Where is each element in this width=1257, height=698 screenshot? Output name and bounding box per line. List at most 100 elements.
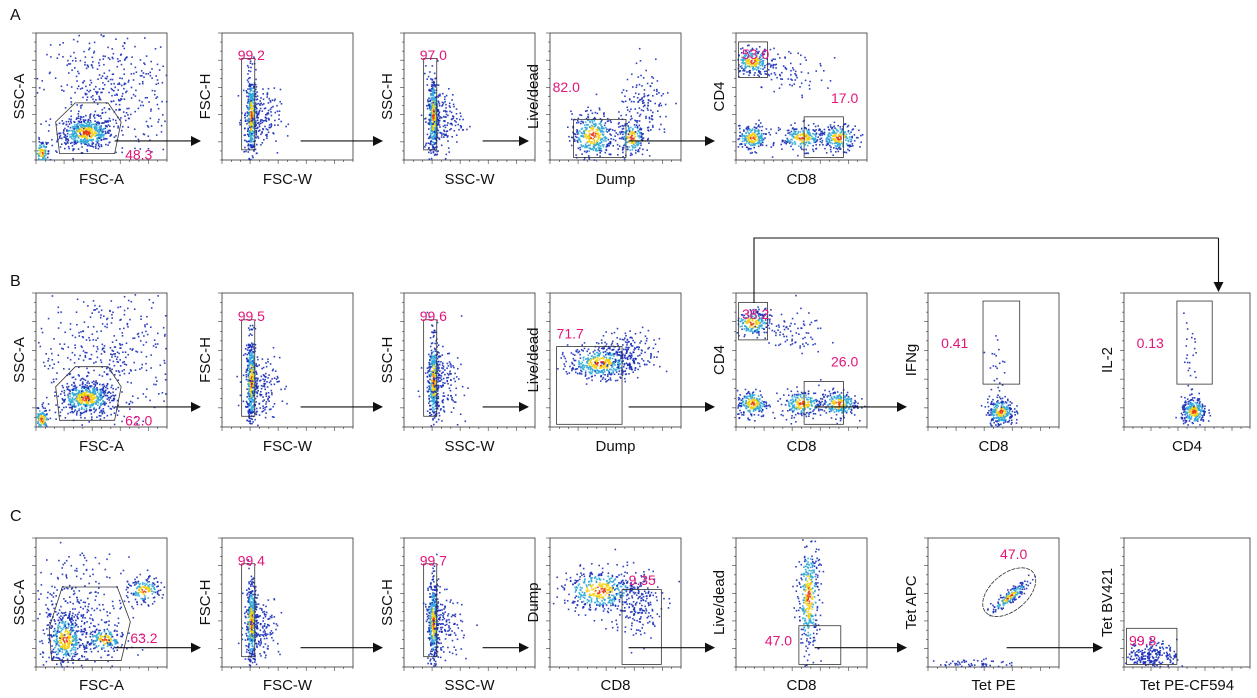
y-axis-label: Tet APC [903, 575, 920, 629]
y-axis-label: SSC-A [11, 580, 28, 626]
panel-letter-b: B [10, 273, 21, 290]
panel-letter-a: A [10, 7, 21, 24]
y-axis-label: FSC-H [197, 580, 214, 626]
dot-plot-b-5: 38.2 26.0 CD8 CD4 [711, 292, 868, 455]
x-axis-label: Tet PE-CF594 [1140, 677, 1234, 694]
gate-value: 99.7 [420, 552, 447, 568]
dot-plot-c-2: 99.4 FSC-W FSC-H [197, 537, 354, 694]
plot-frame [403, 292, 536, 428]
x-axis-label: CD8 [786, 438, 816, 455]
y-axis-label: SSC-H [379, 337, 396, 384]
x-axis-label: Dump [595, 171, 635, 188]
gate-value-cd8: 17.0 [831, 90, 858, 106]
gate-value: 47.0 [765, 632, 792, 648]
y-axis-label: Tet BV421 [1099, 568, 1116, 637]
dot-plot-c-7: 99.8 Tet PE-CF594 Tet BV421 [1099, 537, 1251, 694]
gate [1176, 300, 1213, 385]
y-axis-label: SSC-A [11, 74, 28, 120]
dot-plot-b-2: 99.5 FSC-W FSC-H [197, 292, 354, 455]
y-axis-label: IFNg [903, 344, 920, 377]
x-axis-label: FSC-A [79, 677, 124, 694]
gate [48, 586, 131, 661]
plot-frame [735, 537, 868, 668]
y-axis-label: SSC-H [379, 73, 396, 120]
gate-value: 9.35 [629, 572, 656, 588]
gate-value: 99.6 [420, 308, 447, 324]
dot-plot-c-5: 47.0 CD8 Live/dead [711, 537, 868, 694]
x-axis-label: FSC-A [79, 171, 124, 188]
x-axis-label: CD8 [786, 677, 816, 694]
plot-frame [221, 32, 354, 161]
gate-value: 97.0 [420, 47, 447, 63]
dot-plot-c-6: 47.0 Tet PE Tet APC [903, 537, 1060, 694]
x-axis-label: CD8 [978, 438, 1008, 455]
y-axis-label: Live/dead [525, 327, 542, 392]
y-axis-label: CD4 [711, 81, 728, 111]
y-axis-label: CD4 [711, 345, 728, 375]
y-axis-label: Live/dead [711, 570, 728, 635]
panel-letter-c: C [10, 508, 22, 525]
gate-cd4 [738, 41, 768, 78]
gate [423, 58, 438, 151]
gate [241, 58, 256, 151]
dot-plot-c-1: 63.2 FSC-A SSC-A [11, 537, 168, 694]
y-axis-label: Dump [525, 582, 542, 622]
x-axis-label: CD8 [786, 171, 816, 188]
gate [241, 563, 256, 658]
gate [573, 118, 627, 158]
dot-plot-b-3: 99.6 SSC-W SSC-H [379, 292, 536, 455]
x-axis-label: CD8 [600, 677, 630, 694]
gate-value: 99.4 [238, 552, 265, 568]
gate [423, 319, 438, 417]
gate [982, 300, 1021, 385]
gate-value: 62.0 [125, 413, 152, 429]
y-axis-label: SSC-A [11, 337, 28, 383]
y-axis-label: SSC-H [379, 579, 396, 626]
gate-value: 99.8 [1129, 632, 1156, 648]
dot-plot-b-6: 0.41 CD8 IFNg [903, 292, 1060, 455]
dot-plot-c-3: 99.7 SSC-W SSC-H [379, 537, 536, 694]
y-axis-label: Live/dead [525, 64, 542, 129]
dot-plot-b-4: 71.7 Dump Live/dead [525, 292, 682, 455]
x-axis-label: CD4 [1172, 438, 1202, 455]
gate-value-cd4: 38.2 [742, 306, 769, 322]
gate [55, 366, 122, 421]
y-axis-label: IL-2 [1099, 347, 1116, 373]
gate-cd8 [803, 381, 844, 425]
y-axis-label: FSC-H [197, 74, 214, 120]
plot-frame [927, 292, 1060, 428]
gate-value: 48.3 [125, 146, 152, 162]
plot-frame [221, 292, 354, 428]
dot-plot-a-5: 53.0 17.0 CD8 CD4 [711, 32, 868, 188]
dot-plot-b-7: 0.13 CD4 IL-2 [1099, 292, 1251, 455]
gate [423, 563, 438, 658]
gate-value: 99.5 [238, 308, 265, 324]
gate-value: 71.7 [557, 326, 584, 342]
dot-plot-a-2: 99.2 FSC-W FSC-H [197, 32, 354, 188]
gate-value: 0.41 [941, 335, 968, 351]
gate [798, 625, 842, 665]
gate-value: 82.0 [553, 79, 580, 95]
x-axis-label: FSC-W [263, 677, 313, 694]
gate [982, 567, 1037, 617]
plot-frame [549, 32, 682, 161]
gating-arrows [114, 135, 1224, 653]
gate-value-cd8: 26.0 [831, 354, 858, 370]
gate [55, 102, 122, 155]
gate-value: 63.2 [130, 630, 157, 646]
gate-cd8 [803, 116, 844, 158]
gate [241, 319, 256, 417]
gate-value: 47.0 [1000, 546, 1027, 562]
x-axis-label: FSC-W [263, 171, 313, 188]
plot-frame [403, 537, 536, 668]
x-axis-label: Tet PE [971, 677, 1015, 694]
gate [621, 589, 662, 665]
gate-value-cd4: 53.0 [742, 46, 769, 62]
dot-plot-c-4: 9.35 CD8 Dump [525, 537, 682, 694]
plot-frame [1123, 537, 1251, 668]
gate [1126, 627, 1178, 665]
gate-value: 0.13 [1137, 335, 1164, 351]
